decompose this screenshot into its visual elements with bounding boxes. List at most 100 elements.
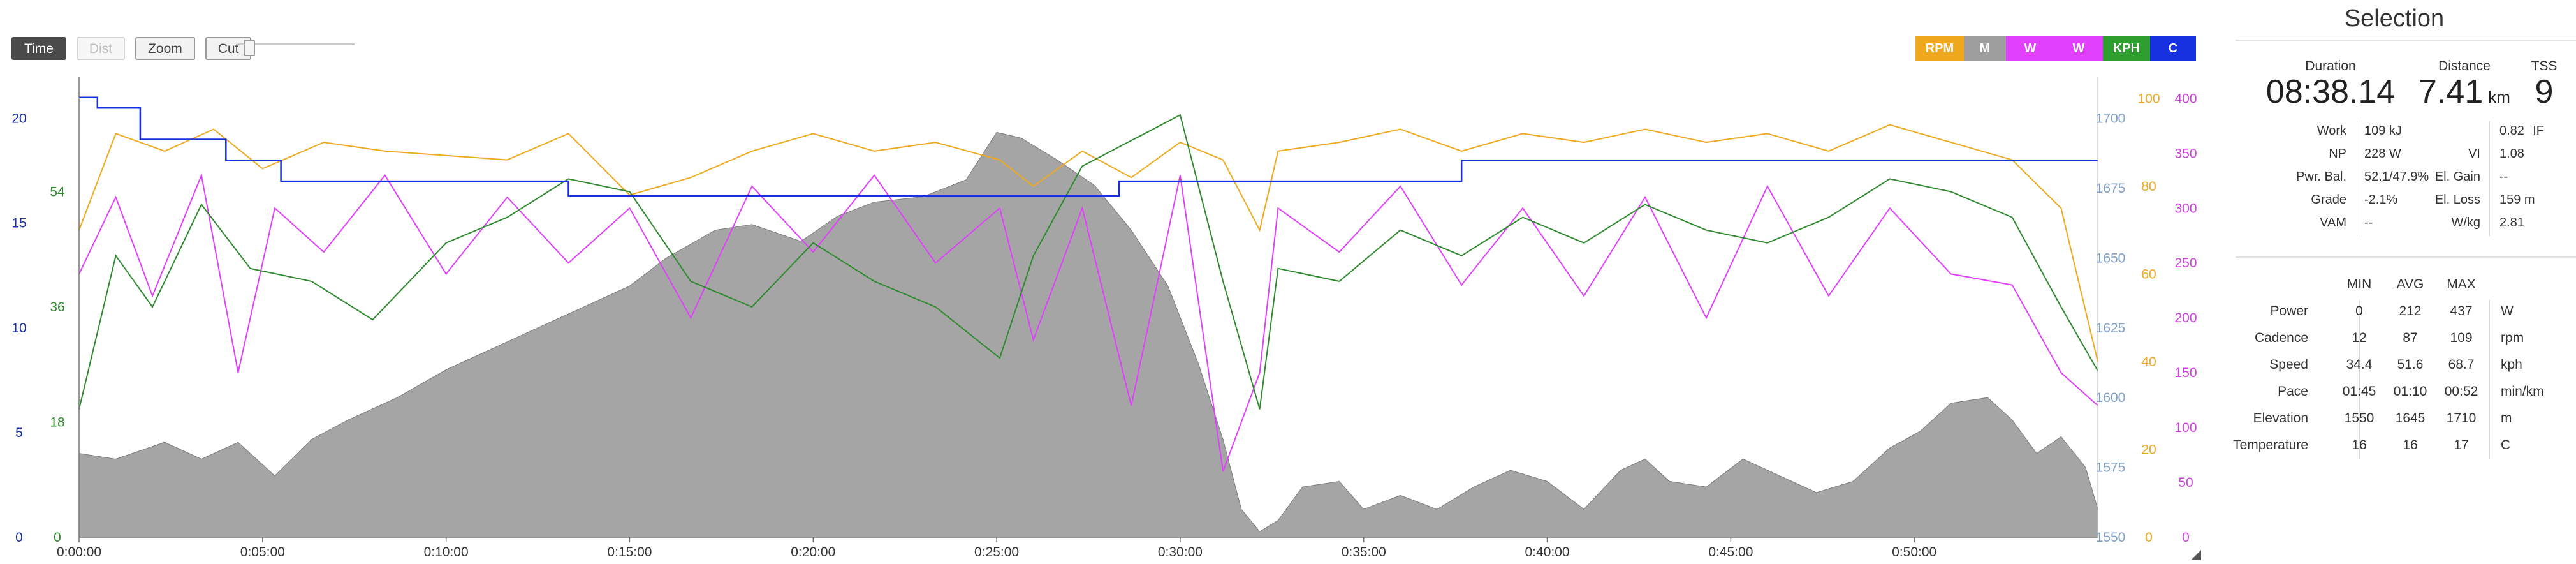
table-cell-max: 68.7 [2448,357,2475,372]
y-tick-label-right-3: 400 [2174,91,2197,106]
np-value: 228 W [2364,147,2401,161]
chart-axes: 0:00:00 0:05:00 0:10:00 0:15:00 0:20:00 0:25:… [11,77,2197,560]
duration-value: 08:38.14 [2265,73,2396,110]
table-cell-min: 01:45 [2342,384,2376,399]
speed-line [78,114,2098,410]
y-tick-label-right-3: 350 [2174,146,2197,161]
table-cell-unit: W [2501,304,2514,318]
table-cell-max: 17 [2454,438,2469,452]
tss-label: TSS [2531,59,2558,73]
y-tick-label-right-2: 60 [2141,267,2156,281]
watts-per-kg-value: 2.81 [2499,216,2524,230]
toggle-power-balance[interactable]: W [2054,36,2103,61]
distance-value: 7.41 [2419,73,2484,110]
panel-divider-2 [2236,256,2576,258]
x-tick-label: 0:20:00 [791,545,835,560]
x-tick-label: 0:00:00 [57,545,101,560]
table-cell-min: 12 [2352,330,2367,345]
duration-label: Duration [2305,59,2356,73]
y-tick-label-left-inner: 54 [50,185,65,200]
gear-line [79,96,2098,197]
y-tick-label-right-2: 0 [2145,530,2153,545]
y-tick-label-right-1: 1700 [2096,112,2126,126]
table-cell-min: 34.4 [2346,357,2373,372]
ride-chart[interactable]: 0:00:00 0:05:00 0:10:00 0:15:00 0:20:00 0:25:… [0,64,2206,564]
table-header-avg: AVG [2396,277,2424,292]
time-mode-button[interactable]: Time [11,37,66,60]
cadence-line [78,124,2098,362]
y-tick-label-right-1: 1675 [2096,181,2126,196]
x-tick-label: 0:25:00 [974,545,1019,560]
y-tick-label-right-1: 1575 [2096,461,2126,475]
zoom-slider[interactable] [237,40,355,56]
selection-panel: Selection Duration 08:38.14 Distance 7.4… [2213,0,2576,564]
power-line [78,173,2098,472]
work-value: 109 kJ [2364,124,2402,138]
y-tick-label-left-outer: 5 [15,426,23,440]
elevation-gain-label: El. Gain [2434,170,2480,184]
x-tick-label: 0:05:00 [240,545,285,560]
if-label: IF [2533,124,2544,138]
zoom-slider-track [237,43,355,45]
y-tick-label-right-1: 1600 [2096,390,2126,405]
y-tick-label-right-2: 100 [2137,91,2160,106]
chart-toolbar: Time Dist Zoom Cut [11,36,261,61]
table-row-label: Pace [2278,384,2308,399]
vi-value: 1.08 [2499,147,2524,161]
table-separator-2 [2489,300,2490,459]
distance-mode-button[interactable]: Dist [76,37,126,60]
table-cell-avg: 16 [2403,438,2418,452]
if-value: 0.82 [2499,124,2524,138]
table-cell-max: 00:52 [2444,384,2478,399]
table-row-label: Temperature [2233,438,2308,452]
work-label: Work [2316,124,2346,138]
table-cell-max: 1710 [2446,411,2477,426]
tss-metric: TSS 9 [2525,59,2563,108]
y-tick-label-left-outer: 20 [11,112,26,126]
table-cell-avg: 87 [2403,330,2418,345]
vam-label: VAM [2320,216,2346,230]
x-tick-label: 0:40:00 [1525,545,1570,560]
x-tick-label: 0:15:00 [607,545,652,560]
zoom-slider-thumb[interactable] [244,40,255,56]
x-tick-label: 0:10:00 [424,545,469,560]
y-tick-label-right-3: 150 [2174,366,2197,380]
y-tick-label-right-3: 300 [2174,201,2197,216]
table-cell-unit: kph [2501,357,2522,372]
table-row-label: Speed [2269,357,2308,372]
resize-handle-icon[interactable] [2191,550,2201,560]
table-cell-avg: 1645 [2395,411,2426,426]
toggle-speed[interactable]: KPH [2103,36,2150,61]
table-separator-1 [2359,300,2360,459]
table-cell-min: 16 [2352,438,2367,452]
table-cell-avg: 01:10 [2393,384,2427,399]
toggle-power[interactable]: W [2006,36,2054,61]
power-balance-value: 52.1/47.9% [2364,170,2429,184]
distance-unit: km [2488,87,2510,107]
y-tick-label-right-2: 80 [2141,179,2156,194]
table-cell-min: 0 [2355,304,2363,318]
grade-value: -2.1% [2364,193,2398,207]
watts-per-kg-label: W/kg [2451,216,2480,230]
table-cell-unit: min/km [2501,384,2544,399]
y-tick-label-right-3: 250 [2174,256,2197,271]
table-cell-avg: 51.6 [2397,357,2424,372]
elevation-loss-label: El. Loss [2434,193,2480,207]
x-tick-label: 0:50:00 [1892,545,1936,560]
chart-plot-area[interactable] [78,96,2098,538]
toggle-elevation[interactable]: M [1964,36,2006,61]
y-tick-label-right-1: 1650 [2096,251,2126,265]
toggle-gear[interactable]: C [2150,36,2196,61]
y-tick-label-right-2: 40 [2141,355,2156,369]
y-tick-label-right-2: 20 [2141,442,2156,457]
vam-value: -- [2364,216,2373,230]
zoom-button[interactable]: Zoom [135,37,195,60]
table-cell-unit: m [2501,411,2512,426]
y-tick-label-right-3: 200 [2174,311,2197,325]
elevation-loss-value: 159 m [2499,193,2535,207]
distance-label: Distance [2438,59,2491,73]
y-tick-label-right-3: 0 [2182,530,2190,545]
y-tick-label-right-1: 1625 [2096,321,2126,336]
toggle-cadence[interactable]: RPM [1915,36,1964,61]
table-cell-max: 109 [2450,330,2473,345]
